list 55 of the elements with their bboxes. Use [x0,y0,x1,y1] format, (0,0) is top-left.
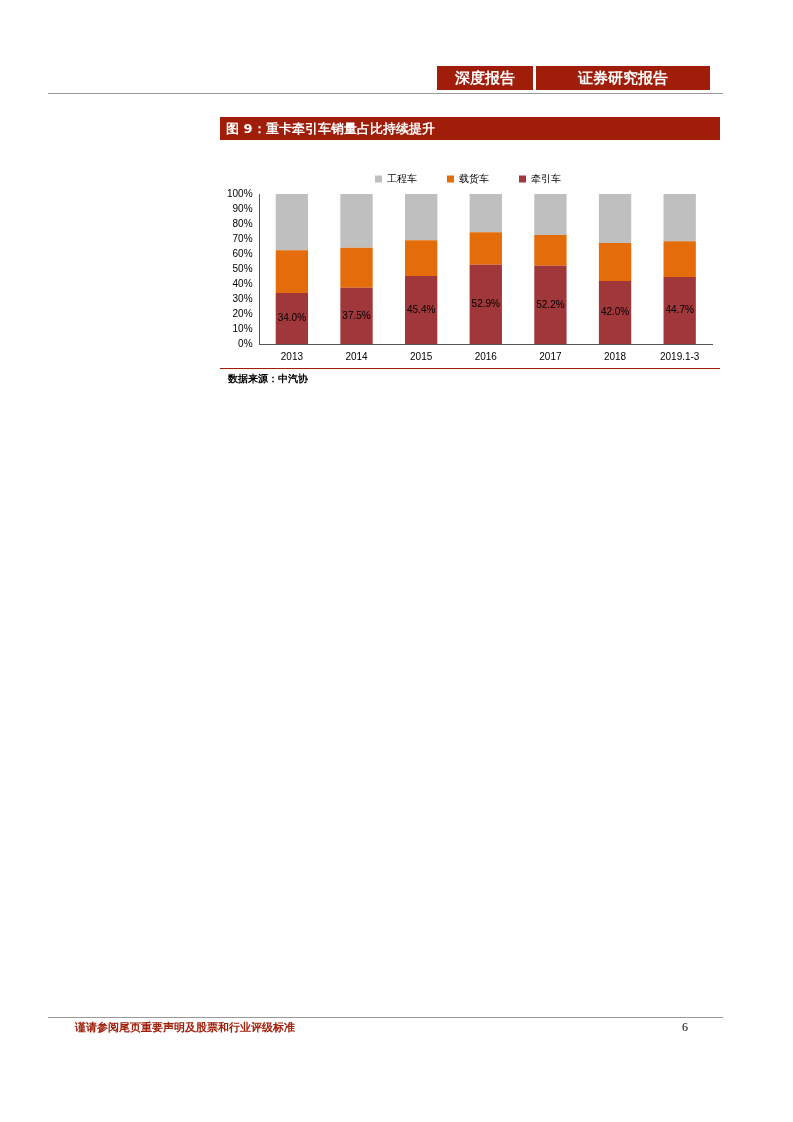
y-tick-label: 50% [232,262,253,274]
text: 深度报告 [437,66,533,90]
text: 6 [682,1020,688,1035]
bar [275,293,309,344]
x-tick-label: 2019.1-3 [659,350,700,362]
y-tick-label: 30% [232,292,253,304]
y-tick-label: 70% [232,232,253,244]
bar [598,242,632,281]
bar [598,194,632,243]
legend-label: 牵引车 [531,172,561,184]
x-tick-label: 2017 [539,350,562,362]
bar [340,287,373,344]
y-tick-label: 60% [232,247,253,259]
x-tick-label: 2016 [474,350,498,362]
bar [663,276,696,344]
data-label: 45.4% [406,303,436,315]
bar [275,250,309,293]
data-label: 42.0% [600,306,630,318]
x-tick-label: 2014 [345,350,369,362]
chart-title: 图 9：重卡牵引车销量占比持续提升 [220,117,720,140]
bar [663,194,696,242]
bar [340,194,373,248]
y-tick-label: 10% [232,322,253,334]
legend-label: 载货车 [459,172,489,184]
y-tick-label: 40% [232,277,253,289]
bar [405,240,438,276]
bar [405,275,438,344]
text: 谨请参阅尾页重要声明及股票和行业评级标准 [75,1020,295,1035]
data-label: 34.0% [277,312,307,324]
bar [663,241,696,277]
legend-label: 工程车 [387,172,417,184]
y-tick-label: 20% [232,307,253,319]
bar [275,194,309,251]
x-tick-label: 2015 [410,350,433,362]
data-label: 52.9% [471,298,501,310]
bar [598,281,632,344]
y-tick-label: 0% [238,337,253,349]
x-tick-label: 2013 [280,350,304,362]
bar [534,194,567,235]
bar [469,194,502,233]
bar [469,264,502,344]
bar [534,265,567,344]
text: 证券研究报告 [536,66,710,90]
source-note: 数据来源：中汽协 [228,372,308,386]
data-label: 44.7% [665,304,694,316]
y-tick-label: 100% [227,187,253,199]
x-tick-label: 2018 [603,350,627,362]
data-label: 52.2% [536,298,565,310]
bar [469,232,502,265]
bar [405,194,438,241]
bar [340,247,373,288]
bar [534,234,567,266]
data-label: 37.5% [342,309,371,321]
y-tick-label: 90% [232,202,253,214]
y-tick-label: 80% [232,217,253,229]
